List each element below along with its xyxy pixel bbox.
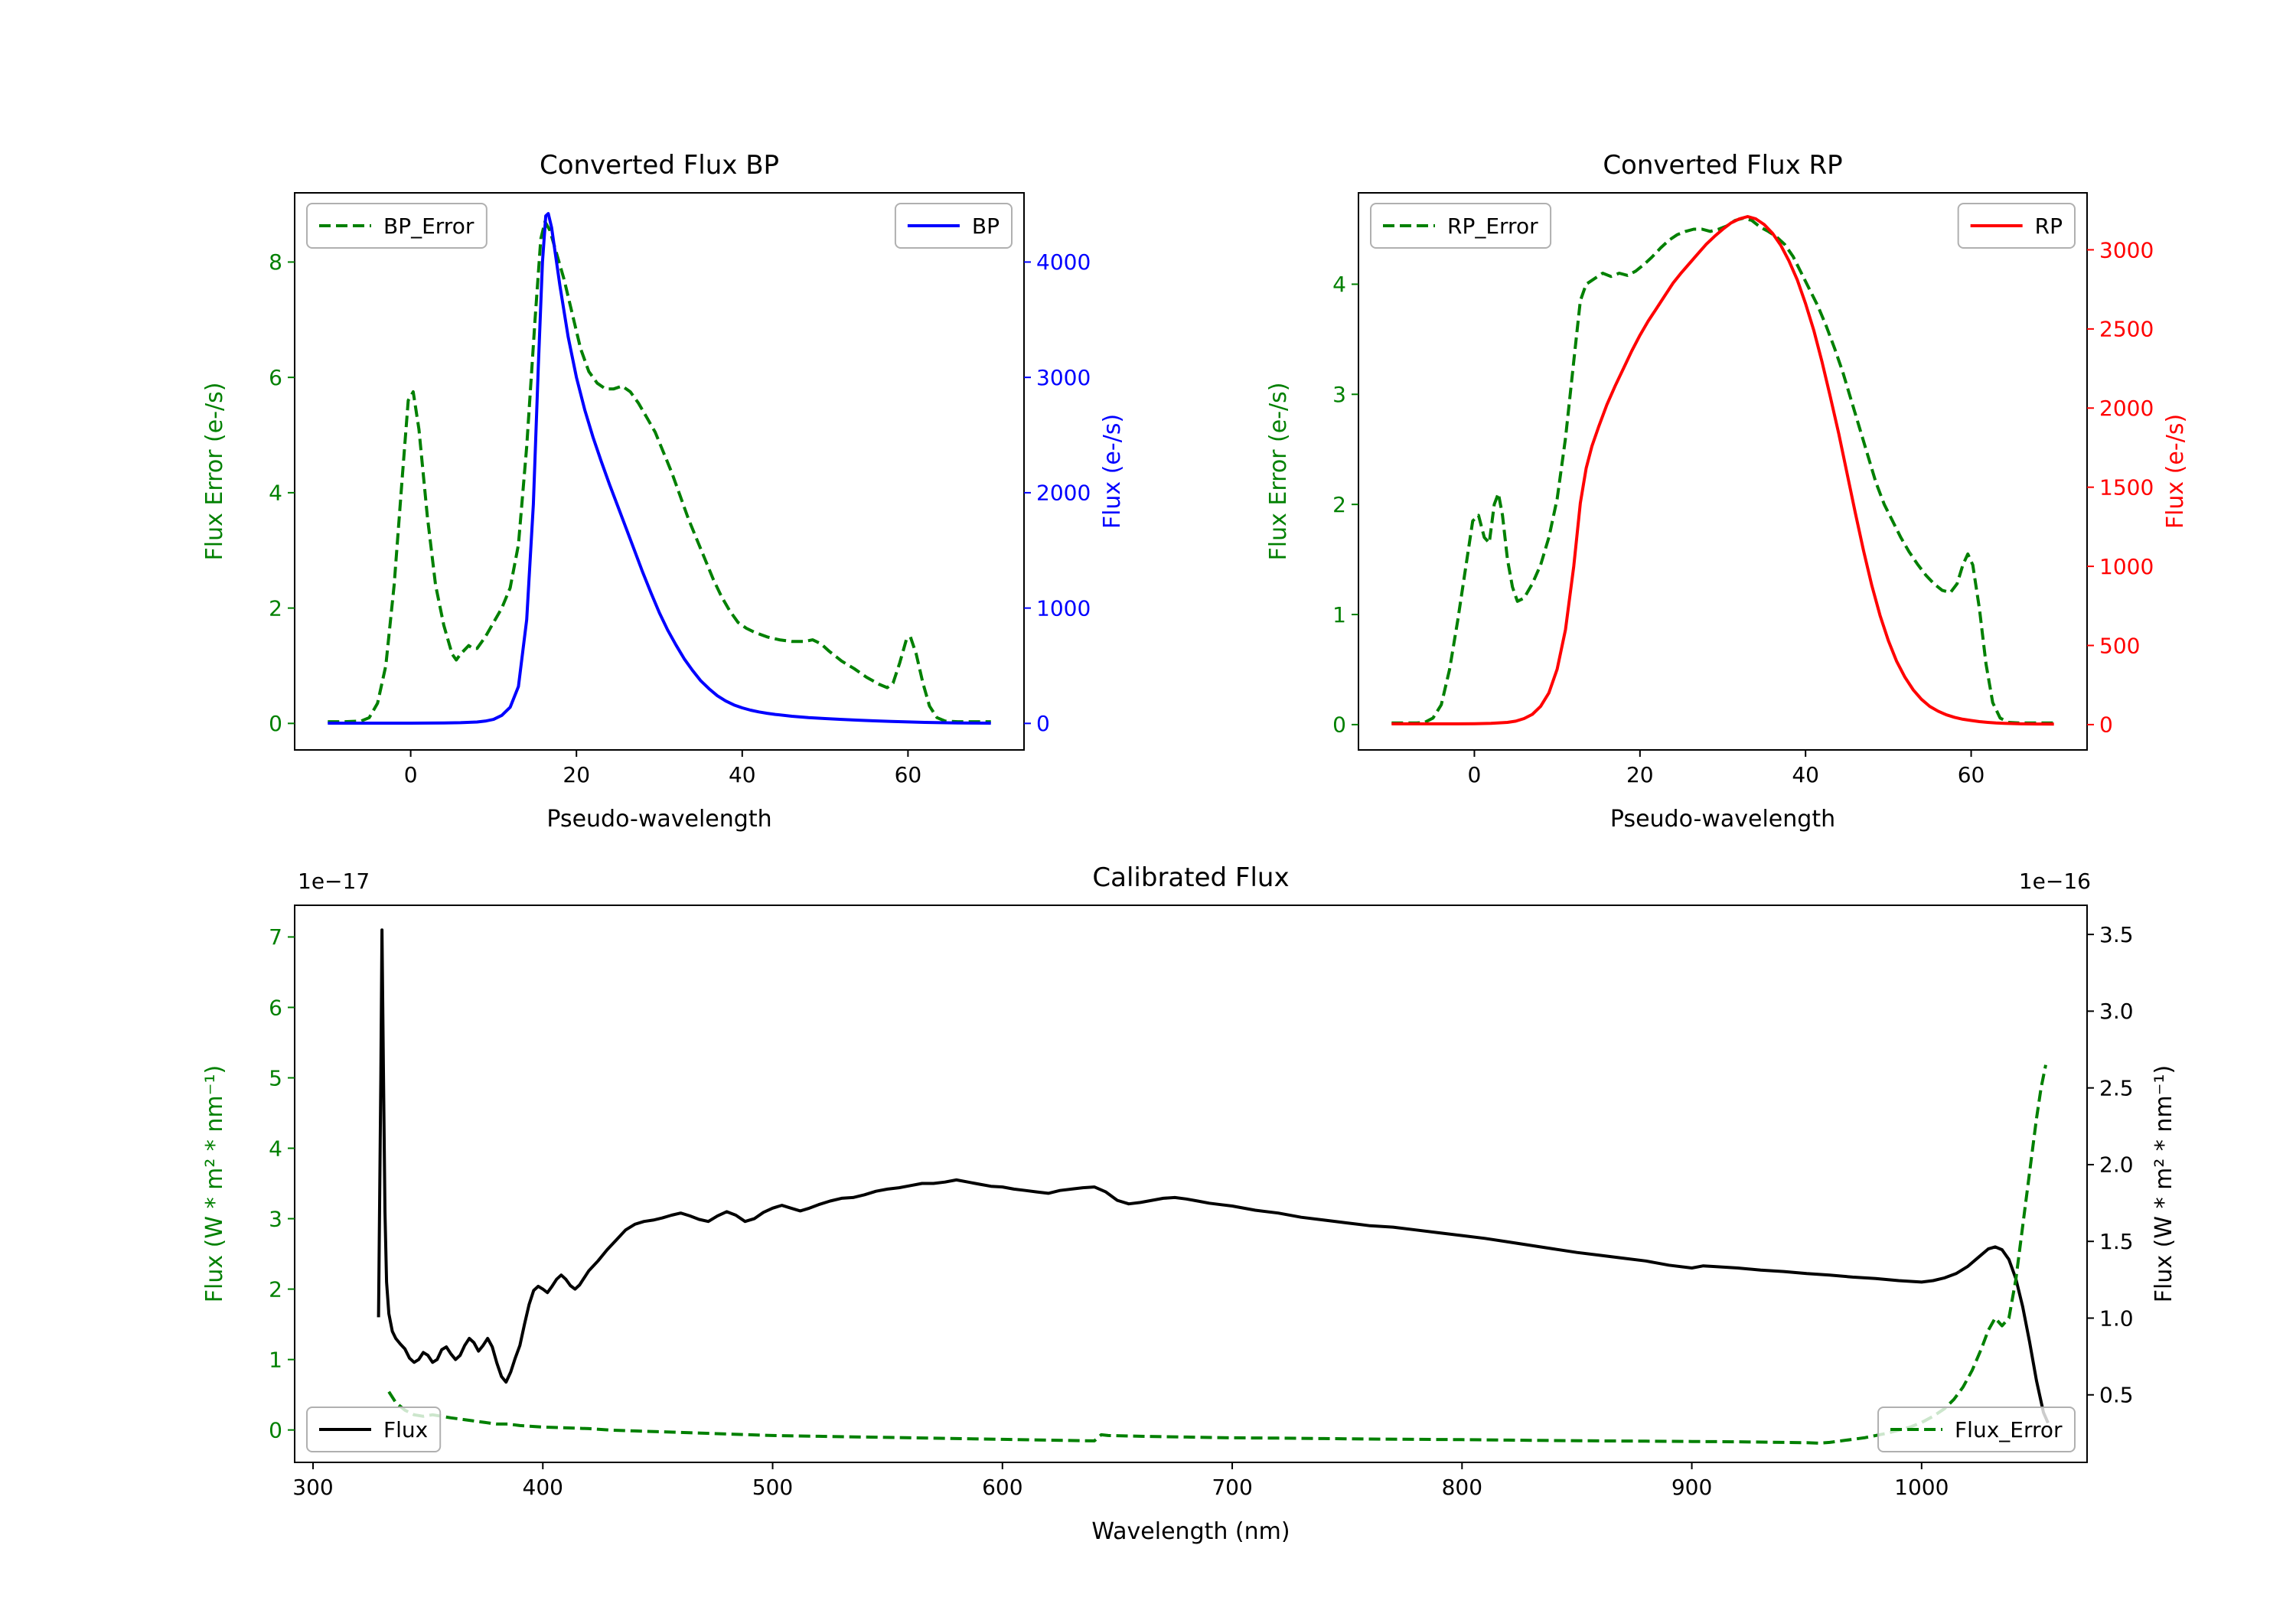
y-tick-label-right: 1500: [2099, 474, 2154, 500]
plot-title: Converted Flux RP: [1603, 150, 1842, 181]
plot-title: Calibrated Flux: [1092, 862, 1289, 893]
x-tick-label: 20: [1626, 762, 1654, 787]
y-tick-label-left: 7: [269, 924, 282, 950]
right-axis-offset-text: 1e−16: [2019, 869, 2091, 894]
y-tick-label-left: 1: [269, 1347, 282, 1372]
legend-label: BP_Error: [383, 214, 475, 239]
legend-label: Flux_Error: [1955, 1417, 2063, 1442]
x-tick-label: 20: [563, 762, 590, 787]
y-tick-label-left: 2: [1332, 492, 1346, 517]
y-tick-label-left: 0: [269, 711, 282, 736]
y-tick-label-right: 2.5: [2099, 1075, 2134, 1100]
axes-spines: [294, 905, 2088, 1463]
y-tick-label-left: 2: [269, 1276, 282, 1302]
x-tick-label: 0: [1468, 762, 1482, 787]
y-tick-label-right: 0: [1036, 711, 1050, 736]
y-tick-label-left: 6: [269, 365, 282, 390]
legend-flux: Flux: [306, 1407, 442, 1452]
y-tick-label-right: 3000: [1036, 365, 1091, 390]
x-tick-label: 900: [1671, 1475, 1712, 1500]
legend-label: RP: [2035, 214, 2063, 239]
x-tick-label: 400: [523, 1475, 563, 1500]
y-tick-label-right: 4000: [1036, 249, 1091, 275]
y-tick-label-right: 1.0: [2099, 1305, 2134, 1331]
series-rp: [1391, 215, 2054, 726]
y-tick-label-left: 6: [269, 995, 282, 1020]
x-tick-label: 700: [1212, 1475, 1252, 1500]
x-tick-label: 300: [292, 1475, 333, 1500]
y-tick-label-left: 8: [269, 249, 282, 275]
right-axis-label: Flux (e-/s): [2162, 414, 2189, 529]
rp-subplot: 0 20 40 6001234050010001500200025003000Flux…: [1265, 150, 2189, 833]
y-tick-label-left: 4: [269, 481, 282, 506]
x-tick-label: 500: [752, 1475, 793, 1500]
y-tick-label-left: 3: [1332, 382, 1346, 407]
legend-box: [1877, 1407, 2076, 1452]
y-tick-label-left: 4: [1332, 272, 1346, 297]
y-tick-label-left: 5: [269, 1065, 282, 1090]
x-tick-label: 0: [404, 762, 418, 787]
y-tick-label-right: 2000: [1036, 481, 1091, 506]
axes-spines: [294, 192, 1025, 751]
axes-spines: [1358, 192, 2088, 751]
legend-flux_error: Flux_Error: [1877, 1407, 2076, 1452]
left-axis-label: Flux (W * m² * nm⁻¹): [201, 1065, 228, 1302]
y-tick-label-right: 1000: [2099, 554, 2154, 579]
legend-box: [1370, 203, 1552, 249]
y-tick-label-right: 1000: [1036, 595, 1091, 621]
x-axis-label: Pseudo-wavelength: [546, 806, 771, 833]
x-tick-label: 1000: [1894, 1475, 1949, 1500]
series-flux: [377, 928, 2050, 1424]
y-tick-label-left: 4: [269, 1136, 282, 1161]
y-tick-label-left: 0: [269, 1417, 282, 1442]
y-tick-label-right: 3000: [2099, 237, 2154, 262]
x-tick-label: 60: [1958, 762, 1985, 787]
legend-label: BP: [972, 214, 1000, 239]
legend-box: [306, 203, 488, 249]
bp-subplot: 0 20 40 60 0 2 4 6 8 0 1000 2000 3000 4000 Flux Error …: [201, 150, 1126, 833]
y-tick-label-right: 3.5: [2099, 922, 2134, 947]
legend-box: [306, 1407, 442, 1452]
y-tick-label-left: 3: [269, 1206, 282, 1231]
x-axis-label: Pseudo-wavelength: [1610, 806, 1835, 833]
y-tick-label-right: 0.5: [2099, 1383, 2134, 1408]
series-bp_error: [328, 220, 991, 724]
y-tick-label-right: 2000: [2099, 396, 2154, 421]
y-tick-label-left: 2: [269, 595, 282, 621]
x-tick-label: 40: [729, 762, 756, 787]
y-tick-label-right: 1.5: [2099, 1229, 2134, 1254]
legend-label: Flux: [383, 1417, 428, 1442]
right-axis-label: Flux (W * m² * nm⁻¹): [2151, 1065, 2177, 1302]
legend-label: RP_Error: [1447, 214, 1538, 239]
x-axis-label: Wavelength (nm): [1091, 1518, 1290, 1545]
legend-rp: RP: [1957, 203, 2076, 249]
y-tick-label-left: 1: [1332, 602, 1346, 627]
x-tick-label: 60: [895, 762, 922, 787]
left-axis-label: Flux Error (e-/s): [201, 383, 228, 561]
y-tick-label-left: 0: [1332, 712, 1346, 738]
left-axis-offset-text: 1e−17: [298, 869, 370, 894]
plot-title: Converted Flux BP: [540, 150, 779, 181]
legend-bp_error: BP_Error: [306, 203, 488, 249]
legend-rp_error: RP_Error: [1370, 203, 1552, 249]
x-tick-label: 800: [1442, 1475, 1482, 1500]
legend-bp: BP: [894, 203, 1013, 249]
y-tick-label-right: 0: [2099, 712, 2113, 738]
y-tick-label-right: 2.0: [2099, 1152, 2134, 1178]
right-axis-label: Flux (e-/s): [1099, 414, 1126, 529]
y-tick-label-right: 500: [2099, 633, 2140, 658]
series-flux_error: [387, 1064, 2047, 1445]
y-tick-label-right: 3.0: [2099, 999, 2134, 1024]
series-bp: [328, 212, 991, 725]
left-axis-label: Flux Error (e-/s): [1265, 383, 1292, 561]
y-tick-label-right: 2500: [2099, 317, 2154, 342]
x-tick-label: 40: [1792, 762, 1819, 787]
calibrated-subplot: 300 400 500 600 700 800 900 1000 0 1 2 3 4 5 6 7 1e−17 0.…: [201, 862, 2177, 1545]
x-tick-label: 600: [982, 1475, 1022, 1500]
series-rp_error: [1391, 217, 2054, 725]
